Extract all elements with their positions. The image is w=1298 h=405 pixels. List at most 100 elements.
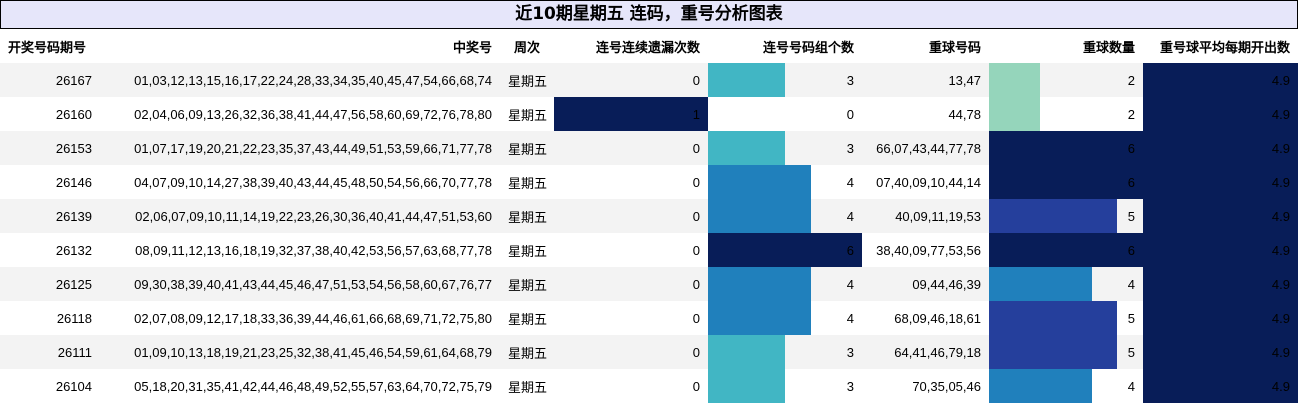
cell-week: 星期五 <box>508 311 548 327</box>
cell-avg-value: 4.9 <box>1271 72 1290 88</box>
cell-groups-fill <box>708 233 862 267</box>
cell-period: 26104 <box>55 378 92 394</box>
cell-avg-fill <box>1143 199 1298 233</box>
col-header-repeat-count[interactable]: 重球数量 <box>1082 39 1135 55</box>
cell-groups-value: 3 <box>846 378 854 394</box>
col-header-period[interactable]: 开奖号码期号 <box>8 39 87 55</box>
cell-groups-fill <box>708 301 811 335</box>
cell-week: 星期五 <box>508 379 548 395</box>
cell-groups: 3 <box>708 63 862 97</box>
cell-period: 26125 <box>55 276 92 292</box>
cell-period: 26111 <box>57 344 92 360</box>
cell-groups-value: 3 <box>846 72 854 88</box>
col-header-numbers[interactable]: 中奖号 <box>452 39 492 55</box>
cell-avg: 4.9 <box>1143 267 1298 301</box>
cell-repeat-count-fill <box>989 233 1143 267</box>
table-row: 26118 02,07,08,09,12,17,18,33,36,39,44,46… <box>0 301 1298 335</box>
cell-numbers: 02,07,08,09,12,17,18,33,36,39,44,46,61,6… <box>134 310 492 326</box>
cell-repeat-nums: 40,09,11,19,53 <box>895 208 981 224</box>
cell-avg-fill <box>1143 165 1298 199</box>
cell-repeat-count-fill <box>989 131 1143 165</box>
cell-miss: 0 <box>554 335 708 369</box>
cell-miss-value: 0 <box>692 174 700 190</box>
cell-repeat-nums: 70,35,05,46 <box>912 378 981 394</box>
cell-avg: 4.9 <box>1143 199 1298 233</box>
cell-period: 26160 <box>55 106 92 122</box>
col-header-avg[interactable]: 重号球平均每期开出数 <box>1159 39 1290 55</box>
cell-repeat-count-fill <box>989 199 1118 233</box>
cell-groups-value: 4 <box>846 310 854 326</box>
col-header-repeat-nums[interactable]: 重球号码 <box>928 39 981 55</box>
cell-repeat-count: 6 <box>989 233 1143 267</box>
cell-avg-value: 4.9 <box>1271 208 1290 224</box>
cell-avg-fill <box>1143 335 1298 369</box>
cell-miss: 0 <box>554 63 708 97</box>
cell-groups: 4 <box>708 165 862 199</box>
cell-repeat-nums: 09,44,46,39 <box>912 276 981 292</box>
col-header-week[interactable]: 周次 <box>513 39 540 55</box>
cell-miss: 0 <box>554 199 708 233</box>
cell-week: 星期五 <box>508 73 548 89</box>
col-header-miss[interactable]: 连号连续遗漏次数 <box>595 39 700 55</box>
cell-repeat-nums: 44,78 <box>948 106 981 122</box>
cell-numbers: 09,30,38,39,40,41,43,44,45,46,47,51,53,5… <box>134 276 492 292</box>
cell-week: 星期五 <box>508 209 548 225</box>
cell-avg-value: 4.9 <box>1271 344 1290 360</box>
cell-period: 26167 <box>55 72 92 88</box>
cell-week: 星期五 <box>508 345 548 361</box>
cell-repeat-count-fill <box>989 97 1041 131</box>
cell-groups: 3 <box>708 335 862 369</box>
cell-numbers: 01,09,10,13,18,19,21,23,25,32,38,41,45,4… <box>134 344 492 360</box>
cell-avg: 4.9 <box>1143 233 1298 267</box>
cell-avg-fill <box>1143 301 1298 335</box>
table-row: 26132 08,09,11,12,13,16,18,19,32,37,38,40… <box>0 233 1298 267</box>
cell-avg: 4.9 <box>1143 63 1298 97</box>
chart-title: 近10期星期五 连码，重号分析图表 <box>0 0 1298 29</box>
cell-period: 26139 <box>55 208 92 224</box>
col-header-groups[interactable]: 连号号码组个数 <box>762 39 854 55</box>
cell-period: 26146 <box>55 174 92 190</box>
cell-repeat-nums: 13,47 <box>948 72 981 88</box>
cell-repeat-count-value: 5 <box>1127 208 1135 224</box>
cell-avg-value: 4.9 <box>1271 242 1290 258</box>
cell-repeat-count: 5 <box>989 199 1143 233</box>
cell-avg-fill <box>1143 97 1298 131</box>
cell-avg: 4.9 <box>1143 335 1298 369</box>
cell-avg-fill <box>1143 233 1298 267</box>
cell-miss-value: 1 <box>692 106 700 122</box>
cell-numbers: 01,07,17,19,20,21,22,23,35,37,43,44,49,5… <box>134 140 492 156</box>
table-row: 26111 01,09,10,13,18,19,21,23,25,32,38,41… <box>0 335 1298 369</box>
cell-miss-value: 0 <box>692 242 700 258</box>
cell-avg-value: 4.9 <box>1271 140 1290 156</box>
cell-week: 星期五 <box>508 243 548 259</box>
cell-miss: 0 <box>554 267 708 301</box>
cell-avg-value: 4.9 <box>1271 310 1290 326</box>
cell-avg-fill <box>1143 63 1298 97</box>
cell-avg: 4.9 <box>1143 131 1298 165</box>
cell-groups-fill <box>708 131 785 165</box>
cell-miss-value: 0 <box>692 378 700 394</box>
cell-repeat-count-value: 4 <box>1127 276 1135 292</box>
table-row: 26146 04,07,09,10,14,27,38,39,40,43,44,45… <box>0 165 1298 199</box>
cell-repeat-count-value: 5 <box>1127 344 1135 360</box>
cell-miss-value: 0 <box>692 140 700 156</box>
cell-groups-value: 0 <box>846 106 854 122</box>
cell-groups: 0 <box>708 97 862 131</box>
cell-repeat-nums: 64,41,46,79,18 <box>894 344 981 360</box>
cell-groups-value: 4 <box>846 276 854 292</box>
cell-period: 26132 <box>55 242 92 258</box>
cell-numbers: 02,06,07,09,10,11,14,19,22,23,26,30,36,4… <box>135 208 492 224</box>
cell-groups: 4 <box>708 199 862 233</box>
cell-numbers: 02,04,06,09,13,26,32,36,38,41,44,47,56,5… <box>134 106 492 122</box>
cell-repeat-count-value: 6 <box>1127 174 1135 190</box>
cell-groups-value: 3 <box>846 344 854 360</box>
cell-repeat-count-fill <box>989 335 1118 369</box>
cell-groups-fill <box>708 63 785 97</box>
cell-repeat-count-value: 4 <box>1127 378 1135 394</box>
cell-avg: 4.9 <box>1143 97 1298 131</box>
cell-period: 26118 <box>56 310 92 326</box>
cell-week: 星期五 <box>508 107 548 123</box>
cell-repeat-count-value: 6 <box>1127 242 1135 258</box>
table-row: 26160 02,04,06,09,13,26,32,36,38,41,44,47… <box>0 97 1298 131</box>
cell-repeat-nums: 66,07,43,44,77,78 <box>876 140 981 156</box>
